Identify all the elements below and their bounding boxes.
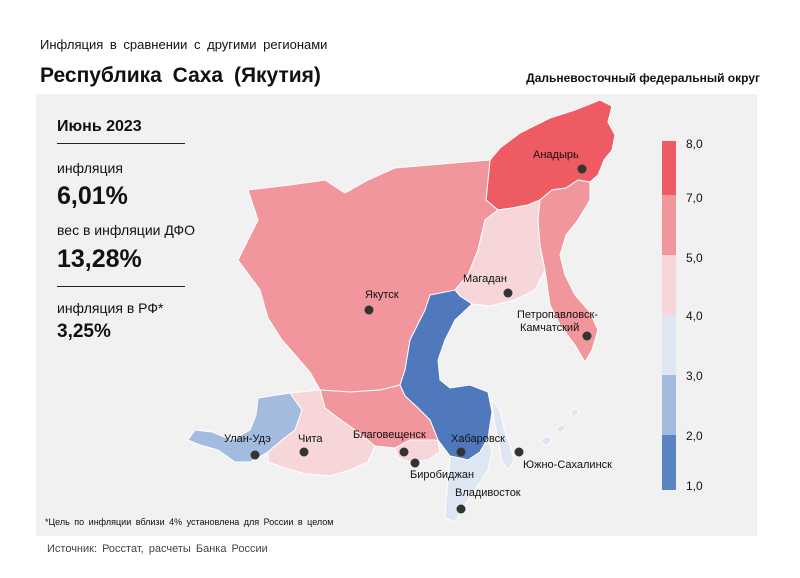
city-marker-anadyr[interactable] <box>577 164 587 174</box>
footnote: *Цель по инфляции вблизи 4% установлена … <box>45 517 334 527</box>
city-marker-yuzhno-sakhalinsk[interactable] <box>514 447 524 457</box>
region-sakhalin[interactable] <box>491 398 515 471</box>
city-marker-birobidzhan[interactable] <box>410 458 420 468</box>
rf-inflation-label: инфляция в РФ* <box>57 300 164 316</box>
divider-top <box>57 143 185 144</box>
city-marker-chita[interactable] <box>299 447 309 457</box>
district-label: Дальневосточный федеральный округ <box>526 71 760 85</box>
chart-subtitle: Инфляция в сравнении с другими регионами <box>40 37 328 52</box>
legend-tick-1: 8,0 <box>686 137 703 151</box>
city-label-chita: Чита <box>298 433 323 445</box>
period-label: Июнь 2023 <box>57 118 142 135</box>
legend-band-2 <box>662 195 676 255</box>
legend-tick-3: 5,0 <box>686 251 703 265</box>
inflation-label: инфляция <box>57 160 123 176</box>
legend-tick-5: 3,0 <box>686 369 703 383</box>
rf-inflation-value: 3,25% <box>57 321 111 342</box>
divider-bottom <box>57 286 185 287</box>
city-marker-vladivostok[interactable] <box>456 504 466 514</box>
city-marker-ulan-ude[interactable] <box>250 450 260 460</box>
weight-value: 13,28% <box>57 245 142 273</box>
city-label-magadan: Магадан <box>463 273 507 285</box>
region-yakutia[interactable] <box>237 159 499 393</box>
city-label-vladivostok: Владивосток <box>455 487 521 499</box>
color-legend: 8,0 7,0 5,0 4,0 3,0 2,0 1,0 <box>662 137 703 493</box>
city-marker-khabarovsk[interactable] <box>456 447 466 457</box>
region-kurils <box>539 407 580 447</box>
region-magadan[interactable] <box>454 199 546 307</box>
legend-tick-2: 7,0 <box>686 191 703 205</box>
legend-band-4 <box>662 315 676 375</box>
city-label-yakutsk: Якутск <box>365 289 399 301</box>
city-label-petropavlovsk-line1: Петропавловск- <box>517 309 598 321</box>
legend-band-5 <box>662 375 676 435</box>
city-label-yuzhno-sakhalinsk: Южно-Сахалинск <box>523 459 612 471</box>
weight-label: вес в инфляции ДФО <box>57 222 196 238</box>
city-marker-yakutsk[interactable] <box>364 305 374 315</box>
city-label-ulan-ude: Улан-Удэ <box>224 433 271 445</box>
city-marker-magadan[interactable] <box>503 288 513 298</box>
city-label-khabarovsk: Хабаровск <box>451 433 505 445</box>
city-label-blagoveshchensk: Благовещенск <box>353 429 426 441</box>
legend-tick-6: 2,0 <box>686 429 703 443</box>
city-markers: Анадырь Якутск Магадан Петропавловск- Ка… <box>224 149 612 514</box>
legend-band-1 <box>662 141 676 195</box>
region-zabaykalye[interactable] <box>267 389 376 477</box>
city-marker-blagoveshchensk[interactable] <box>399 447 409 457</box>
page-title: Республика Саха (Якутия) <box>40 64 321 87</box>
region-primorye[interactable] <box>444 436 493 523</box>
city-marker-petropavlovsk[interactable] <box>582 331 592 341</box>
city-label-petropavlovsk: Петропавловск- Камчатский <box>517 309 601 334</box>
region-eao[interactable] <box>394 439 441 463</box>
inflation-value: 6,01% <box>57 182 128 210</box>
legend-tick-4: 4,0 <box>686 309 703 323</box>
source-note: Источник: Росстат, расчеты Банка России <box>47 543 268 555</box>
legend-band-6 <box>662 435 676 490</box>
legend-band-3 <box>662 255 676 315</box>
region-kamchatka[interactable] <box>537 179 599 363</box>
city-label-birobidzhan: Биробиджан <box>410 469 474 481</box>
city-label-anadyr: Анадырь <box>533 149 579 161</box>
city-label-petropavlovsk-line2: Камчатский <box>520 322 579 334</box>
legend-tick-7: 1,0 <box>686 479 703 493</box>
